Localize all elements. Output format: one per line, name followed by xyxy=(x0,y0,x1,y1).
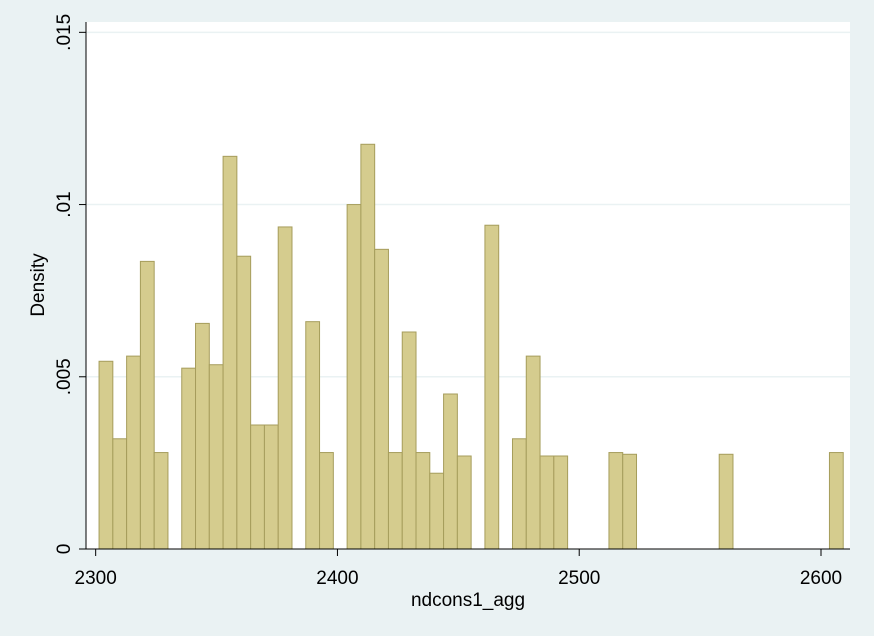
y-tick-label-0: 0 xyxy=(54,544,75,555)
x-axis-title: ndcons1_agg xyxy=(411,590,525,611)
histogram-bar-17 xyxy=(374,248,389,550)
histogram-bar-28 xyxy=(553,455,569,550)
histogram-bar-31 xyxy=(718,453,734,550)
histogram-bar-24 xyxy=(484,224,500,550)
histogram-bar-20 xyxy=(415,452,431,550)
histogram-bar-30 xyxy=(622,453,638,550)
histogram-bar-1 xyxy=(112,438,128,550)
y-tick-label-3: .015 xyxy=(54,14,75,51)
histogram-bar-6 xyxy=(195,322,210,550)
histogram-bar-8 xyxy=(222,155,238,550)
histogram-bar-0 xyxy=(98,360,114,550)
x-tick-label-0: 2300 xyxy=(75,568,117,589)
histogram-bar-4 xyxy=(153,452,169,550)
histogram-bar-7 xyxy=(208,364,224,550)
histogram-bars xyxy=(98,143,844,550)
x-tick-label-1: 2400 xyxy=(316,568,358,589)
histogram-bar-11 xyxy=(263,424,279,550)
y-tick-label-2: .01 xyxy=(54,191,75,217)
histogram-bar-22 xyxy=(443,393,458,550)
histogram-bar-13 xyxy=(305,321,321,550)
histogram-bar-9 xyxy=(236,255,252,550)
histogram-bar-12 xyxy=(277,226,293,550)
histogram-bar-2 xyxy=(126,355,141,550)
histogram-bar-18 xyxy=(387,452,403,550)
y-axis-title: Density xyxy=(28,253,49,317)
histogram-bar-3 xyxy=(139,260,155,550)
histogram-bar-15 xyxy=(346,204,362,550)
histogram-bar-19 xyxy=(401,331,417,550)
histogram-bar-26 xyxy=(525,355,541,550)
histogram-bar-23 xyxy=(456,455,472,550)
x-axis-ticks: 2300 2400 2500 2600 xyxy=(75,549,842,589)
histogram-bar-25 xyxy=(511,438,527,550)
histogram-bar-32 xyxy=(828,452,844,550)
histogram-bar-16 xyxy=(360,143,376,550)
y-tick-label-1: .005 xyxy=(54,358,75,395)
histogram-bar-10 xyxy=(250,424,265,550)
y-axis-ticks: 0 .005 .01 .015 xyxy=(54,14,86,554)
histogram-bar-14 xyxy=(319,452,334,550)
histogram-bar-21 xyxy=(429,472,445,550)
histogram-bar-5 xyxy=(181,367,197,550)
histogram-bar-27 xyxy=(539,455,555,550)
histogram-bar-29 xyxy=(608,452,624,550)
x-tick-label-2: 2500 xyxy=(558,568,600,589)
x-tick-label-3: 2600 xyxy=(800,568,842,589)
